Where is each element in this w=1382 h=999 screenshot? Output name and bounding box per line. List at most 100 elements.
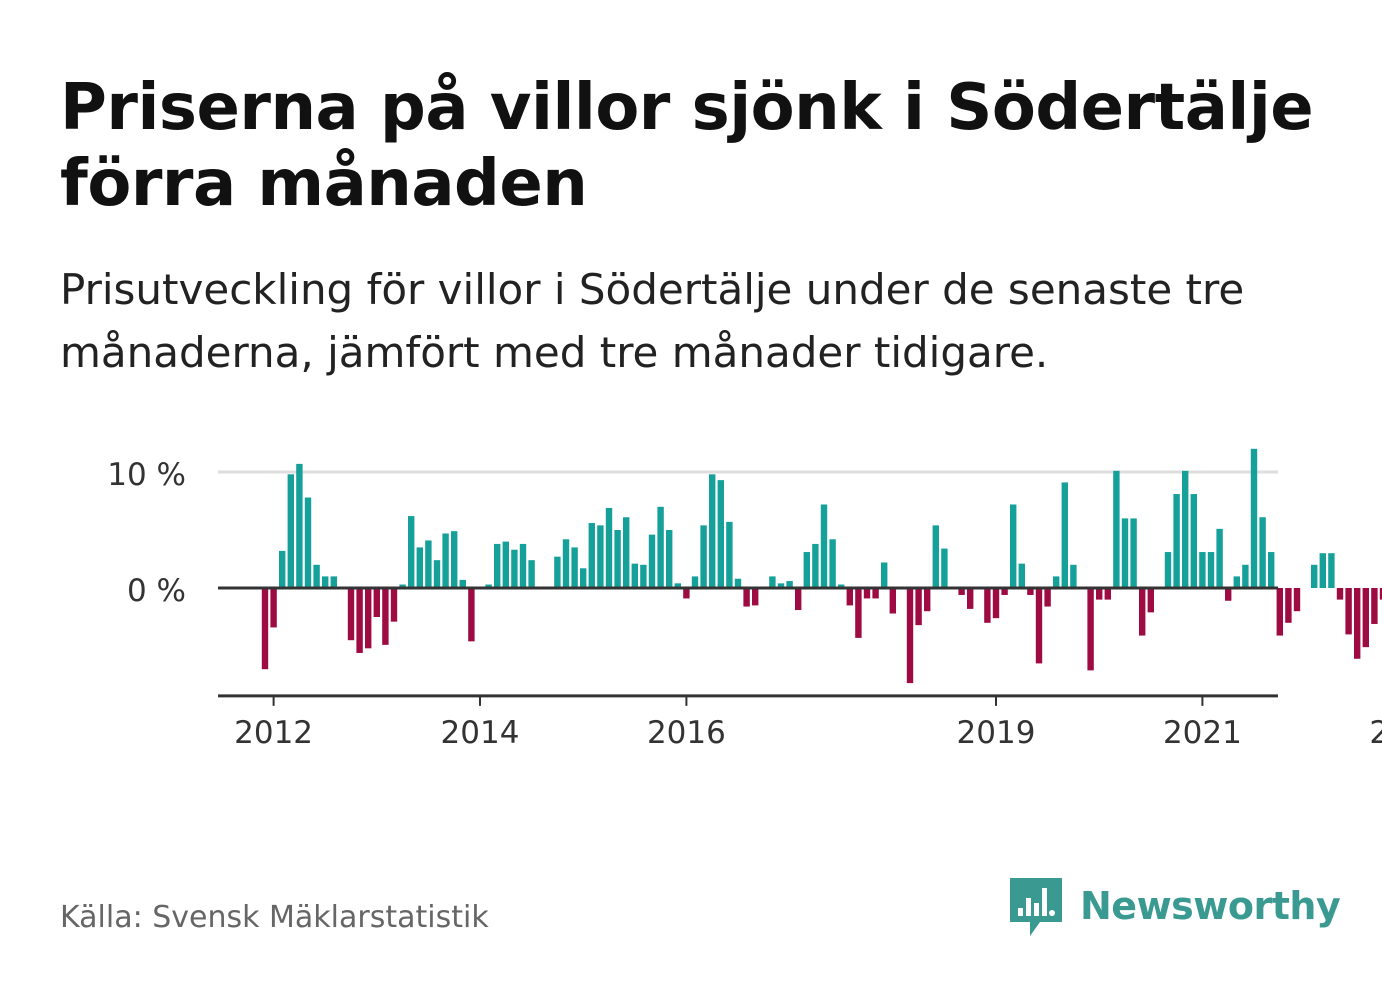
bar	[648, 534, 656, 588]
bar	[812, 543, 819, 588]
bar	[528, 560, 535, 588]
bar	[1242, 564, 1249, 588]
bar	[1139, 588, 1146, 636]
bar	[1044, 588, 1051, 607]
bar	[365, 588, 372, 649]
bar	[1061, 482, 1068, 588]
bar	[442, 533, 449, 588]
bar	[683, 588, 690, 599]
bar	[425, 540, 432, 588]
bar	[571, 547, 578, 588]
bar	[631, 563, 638, 588]
bar	[1087, 588, 1094, 671]
chart-subtitle: Prisutveckling för villor i Södertälje u…	[60, 265, 1245, 377]
bar	[820, 504, 828, 588]
bar	[468, 588, 475, 642]
bar	[889, 588, 896, 614]
bar	[1379, 588, 1382, 600]
bar	[1182, 470, 1189, 588]
bar	[623, 517, 630, 588]
bar	[967, 588, 974, 609]
bar	[1225, 588, 1232, 601]
bar	[408, 516, 415, 588]
bar	[1070, 564, 1077, 588]
bar	[640, 564, 647, 588]
logo-text: Newsworthy	[1080, 884, 1341, 928]
bar	[1354, 588, 1361, 659]
bar	[1207, 552, 1215, 588]
bar	[958, 588, 965, 595]
bar	[382, 588, 389, 645]
bar	[846, 588, 853, 606]
bar	[1113, 470, 1120, 588]
bar	[1104, 588, 1111, 600]
bar	[1319, 553, 1326, 588]
bar	[1173, 494, 1180, 588]
x-tick-label: 2021	[1163, 715, 1242, 751]
bar	[1053, 576, 1060, 588]
axes	[218, 586, 1278, 706]
bar	[1035, 588, 1043, 664]
bar	[588, 523, 595, 588]
axis-labels: 0 % 10 % 2012 2014 2016 2019 2021 2023 −3 %	[107, 457, 1382, 751]
bar	[451, 531, 458, 588]
bar	[734, 578, 742, 588]
bar	[296, 463, 303, 588]
bar	[838, 584, 845, 588]
bar	[1345, 588, 1352, 635]
bar	[941, 548, 948, 588]
bar	[717, 480, 724, 588]
bar	[1259, 517, 1266, 588]
bar-chart: 0 % 10 % 2012 2014 2016 2019 2021 2023 −3 %	[107, 448, 1382, 751]
bar-series	[261, 448, 1382, 684]
bar	[433, 560, 441, 588]
bar	[1010, 504, 1017, 588]
bar	[709, 474, 716, 588]
bar	[777, 583, 785, 588]
x-tick-label: 2012	[234, 715, 313, 751]
bar	[803, 552, 810, 588]
bar	[1121, 518, 1129, 588]
bar	[743, 588, 750, 607]
bar	[261, 588, 269, 670]
bar	[502, 541, 509, 588]
x-tick-label: 2023	[1369, 715, 1382, 751]
bar	[511, 549, 518, 588]
bar	[554, 556, 561, 588]
bar	[1311, 564, 1318, 588]
bar	[562, 539, 570, 588]
bar	[1199, 552, 1206, 588]
bar	[416, 547, 423, 588]
bar	[769, 576, 776, 588]
bar	[485, 584, 492, 588]
bar	[855, 588, 862, 638]
bar	[1250, 448, 1258, 588]
bar	[313, 564, 320, 588]
bar	[580, 568, 587, 588]
x-tick-label: 2016	[647, 715, 726, 751]
bar	[691, 576, 699, 588]
newsworthy-logo-icon	[1010, 878, 1062, 936]
bar	[829, 539, 836, 588]
bar	[1362, 588, 1369, 648]
bar	[992, 588, 1000, 619]
bar	[399, 584, 406, 588]
latest-value-annotation: −3 %	[1381, 636, 1382, 672]
bar	[795, 588, 802, 611]
bar	[657, 506, 664, 588]
bar	[459, 579, 466, 588]
bar	[494, 543, 501, 588]
bar	[1233, 576, 1240, 588]
chart-title: Priserna på villor sjönk i Södertälje fö…	[60, 71, 1314, 221]
bar	[1130, 518, 1137, 588]
bar	[373, 588, 380, 617]
bar	[1336, 588, 1344, 600]
bar	[674, 583, 681, 588]
bar	[322, 576, 329, 588]
bar	[932, 525, 939, 588]
bar	[1096, 588, 1103, 600]
bar	[872, 588, 879, 599]
bar	[752, 588, 759, 606]
bar	[1371, 588, 1378, 624]
bar	[279, 550, 286, 588]
